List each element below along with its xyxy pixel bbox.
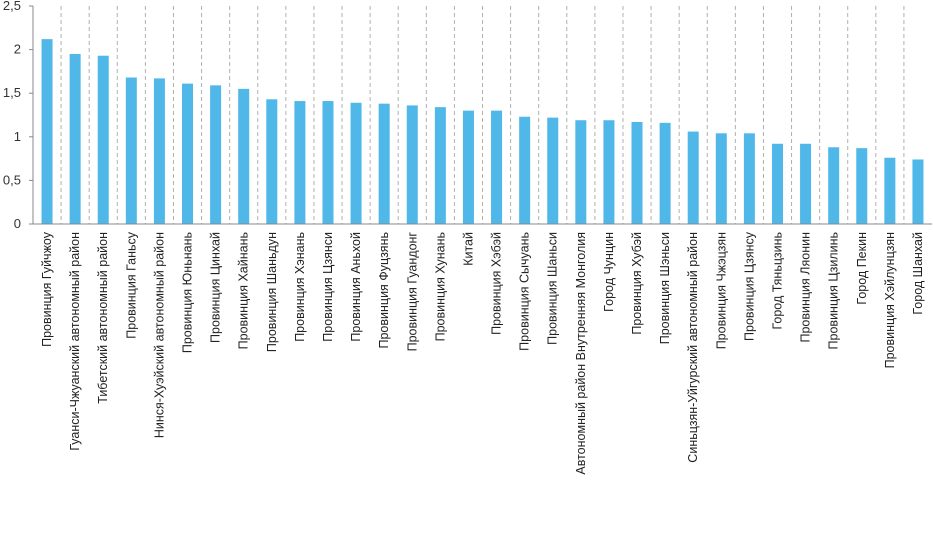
y-tick-label: 0,5 [3,172,21,187]
bar [491,110,503,224]
bar [575,120,587,224]
bar [238,88,250,224]
category-label: Провинция Хунань [433,232,447,341]
bar [182,83,194,224]
bar [828,147,840,224]
bar [519,116,531,224]
category-label: Провинция Цинхай [209,232,223,343]
bar [631,121,643,224]
bar [41,39,53,224]
category-label: Гуанси-Чжуанский автономный район [68,232,82,451]
bar [715,133,727,224]
category-label: Провинция Цзянсу [742,231,756,341]
y-tick-label: 2 [14,42,21,57]
bar [125,77,137,224]
bar [771,143,783,224]
bars [41,39,924,225]
bar [294,101,306,224]
category-label: Провинция Цзилинь [827,232,841,349]
y-tick-label: 0 [14,216,21,231]
category-label: Провинция Чжэцзян [714,232,728,349]
category-label: Провинция Шэньси [658,232,672,344]
category-label: Город Тяньцзинь [770,232,784,330]
category-label: Нинся-Хуэйский автономный район [152,232,166,438]
category-label: Провинция Гуйчжоу [40,231,54,347]
category-label: Автономный район Внутренняя Монголия [574,232,588,475]
bar [743,133,755,224]
bar [884,157,896,224]
category-label: Провинция Хэйлунцзян [883,232,897,368]
bar [434,107,446,224]
category-label: Провинция Хэбэй [490,232,504,335]
y-tick-label: 1 [14,129,21,144]
bar [659,122,671,224]
y-axis-tick-labels: 0 0,5 1 1,5 2 2,5 [3,0,21,231]
axes [29,5,932,225]
bar [153,78,165,224]
category-label: Провинция Шаньси [546,232,560,345]
category-label: Провинция Цзянси [321,232,335,342]
category-label: Провинция Сычуань [518,232,532,351]
category-label: Провинция Гуандонг [405,232,419,352]
category-label: Провинция Хайнань [237,232,251,349]
category-label: Провинция Ганьсу [124,231,138,338]
bar [462,110,474,224]
category-label: Провинция Фуцзянь [377,232,391,349]
category-label: Провинция Ляонин [799,232,813,343]
bar [856,148,868,224]
bar [800,143,812,224]
bar [210,85,222,225]
y-tick-label: 2,5 [3,0,21,13]
category-label: Город Чунцин [602,232,616,312]
bar [322,101,334,224]
bar [547,117,559,224]
bar [687,131,699,224]
bar [378,103,390,224]
category-separators [60,6,905,224]
bar [69,53,81,225]
bar [97,55,109,225]
category-label: Провинция Шаньдун [265,232,279,352]
category-label: Провинция Юньнань [181,232,195,353]
x-axis-category-labels: Провинция Гуйчжоу Гуанси-Чжуанский автоно… [40,231,925,474]
y-tick-label: 1,5 [3,85,21,100]
bar [350,102,362,224]
bar [912,159,924,224]
category-label: Провинция Хэнань [293,232,307,342]
bar [603,120,615,224]
category-label: Город Шанхай [911,232,925,315]
bar [406,105,418,224]
category-label: Синьцзян-Уйгурский автономный район [686,232,700,463]
bar [266,99,278,224]
category-label: Китай [461,232,475,266]
category-label: Провинция Хубэй [630,232,644,335]
category-label: Город Пекин [855,232,869,305]
category-label: Провинция Аньхой [349,232,363,342]
category-label: Тибетский автономный район [96,232,110,404]
